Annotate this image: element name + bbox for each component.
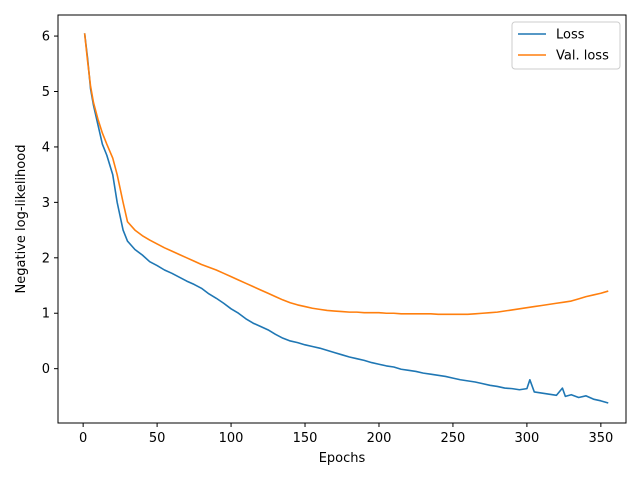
y-tick-label: 1 [42,307,50,322]
series-line-0 [83,33,609,404]
x-tick-label: 200 [367,431,392,446]
x-tick-label: 0 [79,431,87,446]
x-tick-label: 50 [149,431,166,446]
legend-label-val-loss: Val. loss [556,49,609,64]
series-line-1 [83,33,609,316]
x-tick-label: 100 [219,431,244,446]
y-tick-label: 4 [42,140,50,155]
x-axis-label: Epochs [319,451,366,466]
plot-frame [57,14,627,424]
y-axis-label: Negative log-likelihood [14,145,29,294]
y-tick-label: 6 [42,30,50,45]
legend-label-loss: Loss [556,28,585,43]
y-tick-label: 5 [42,85,50,100]
x-tick-label: 350 [588,431,613,446]
axis-ticks: 0 50 100 150 200 250 300 350 0 1 2 3 4 5 6 [42,30,614,446]
x-tick-label: 150 [293,431,318,446]
y-tick-label: 3 [42,196,50,211]
x-tick-label: 250 [441,431,466,446]
legend: Loss Val. loss [511,21,621,70]
y-tick-label: 2 [42,251,50,266]
y-tick-label: 0 [42,362,50,377]
plot-area [83,33,609,404]
x-tick-label: 300 [514,431,539,446]
